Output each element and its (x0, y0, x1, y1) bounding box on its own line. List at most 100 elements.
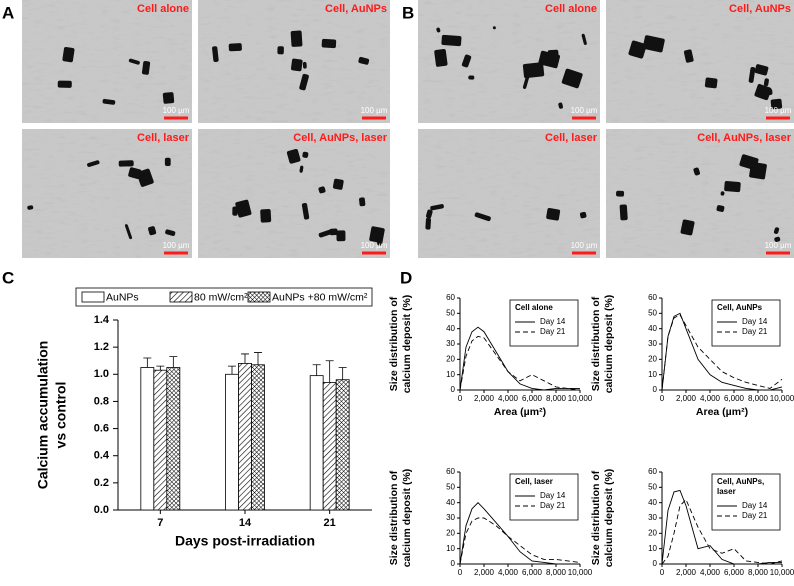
y-tick-label: 1.2 (94, 341, 109, 353)
bar (166, 367, 181, 511)
x-tick-label: 4,000 (700, 394, 721, 403)
bar (309, 375, 324, 511)
micrograph-label: Cell, AuNPs (325, 3, 387, 15)
micrograph-label: Cell, AuNPs, laser (293, 132, 387, 144)
bar (335, 379, 350, 511)
error-bar (228, 365, 236, 375)
deposit (425, 209, 433, 219)
y-tick-label: 40 (446, 324, 455, 333)
x-tick-label: 4,000 (498, 568, 519, 577)
error-bar (156, 365, 165, 371)
deposit (286, 148, 301, 164)
y-tick-label: 50 (648, 482, 657, 491)
deposit (228, 43, 242, 52)
deposit (683, 49, 694, 63)
y-tick-label: 0 (451, 385, 456, 394)
y-tick-label: 30 (648, 513, 657, 522)
legend-title: Cell, laser (515, 477, 553, 486)
y-tick-label: 50 (446, 482, 455, 491)
line-series (661, 498, 783, 565)
y-tick-label: 20 (648, 528, 657, 537)
bar (238, 363, 252, 511)
deposit (128, 167, 142, 180)
x-tick-label: 6,000 (522, 568, 543, 577)
deposit (716, 205, 725, 212)
x-tick-label: 6,000 (522, 394, 543, 403)
deposit (616, 190, 625, 197)
x-tick-label: 21 (324, 517, 336, 529)
x-tick-label: 6,000 (724, 568, 745, 577)
x-tick-label: 10,000 (568, 568, 593, 577)
x-tick-label: 2,000 (676, 568, 697, 577)
legend-title: Cell alone (515, 303, 553, 312)
legend-box (711, 299, 781, 347)
legend-title: laser (717, 487, 736, 496)
deposit (773, 227, 780, 234)
line-series (661, 314, 783, 391)
legend-label: Day 14 (540, 491, 566, 500)
deposit (441, 34, 462, 47)
deposit (118, 160, 134, 167)
line-series (661, 312, 783, 391)
legend-label: 80 mW/cm² (194, 291, 248, 303)
error-bar (338, 367, 347, 380)
x-tick-label: 8,000 (748, 568, 769, 577)
legend-label: Day 21 (540, 327, 566, 336)
deposit (579, 211, 587, 219)
y-tick-label: 60 (446, 467, 455, 476)
y-tick-label: 40 (446, 498, 455, 507)
deposit (425, 217, 432, 230)
deposit (232, 206, 238, 216)
x-tick-label: 0 (458, 568, 463, 577)
x-tick-label: 8,000 (546, 568, 567, 577)
deposit (436, 27, 441, 33)
deposit (332, 178, 344, 190)
y-tick-label: 20 (446, 354, 455, 363)
panel-label: A (2, 3, 14, 22)
y-axis-label: Size distribution of (590, 296, 602, 391)
deposit (770, 98, 783, 110)
x-tick-label: 10,000 (770, 568, 794, 577)
deposit (27, 205, 34, 210)
deposit (302, 61, 307, 69)
y-tick-label: 20 (446, 528, 455, 537)
y-tick-label: 0.0 (94, 504, 109, 516)
y-tick-label: 1.4 (94, 314, 110, 326)
deposit (128, 58, 140, 65)
y-axis-label: calcium deposit (%) (603, 469, 615, 568)
error-bar (325, 360, 334, 383)
error-bar (254, 352, 262, 365)
y-tick-label: 0.2 (94, 477, 109, 489)
legend-label: AuNPs (106, 291, 139, 303)
x-tick-label: 10,000 (568, 394, 593, 403)
deposit (359, 197, 366, 207)
y-tick-label: 40 (648, 498, 657, 507)
y-tick-label: 0.6 (94, 422, 109, 434)
deposit (468, 75, 475, 80)
deposit (619, 204, 628, 221)
deposit (763, 78, 769, 87)
y-tick-label: 30 (648, 339, 657, 348)
deposit (492, 26, 496, 30)
y-tick-label: 50 (446, 308, 455, 317)
y-axis-label: Size distribution of (388, 470, 400, 565)
deposit (141, 60, 151, 75)
bar (251, 364, 265, 511)
deposit (642, 35, 665, 53)
micrograph-texture (22, 129, 192, 258)
deposit (358, 56, 370, 65)
deposit (748, 67, 756, 83)
legend-swatch (247, 291, 271, 303)
legend-label: Day 14 (742, 501, 768, 510)
line-series (459, 335, 581, 391)
scale-label: 100 µm (163, 241, 190, 250)
y-tick-label: 30 (446, 339, 455, 348)
y-tick-label: 50 (648, 308, 657, 317)
y-axis-label: calcium deposit (%) (603, 295, 615, 394)
deposit (693, 167, 700, 176)
legend-title: Cell, AuNPs (717, 303, 763, 312)
y-tick-label: 1.0 (94, 368, 109, 380)
legend-swatch (81, 291, 105, 303)
deposit (212, 46, 219, 63)
scale-label: 100 µm (765, 106, 792, 115)
